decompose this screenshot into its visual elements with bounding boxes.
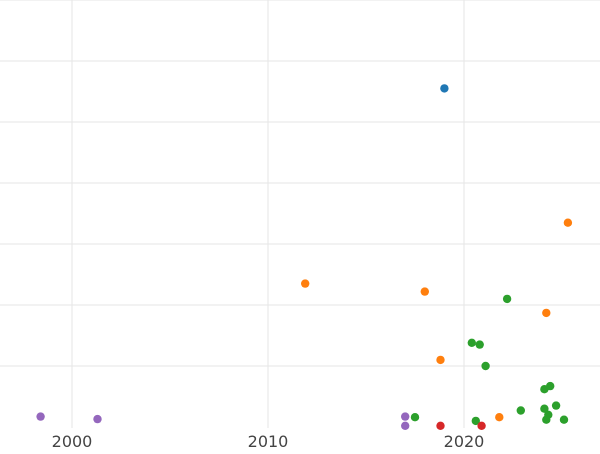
scatter-point (36, 412, 45, 421)
scatter-point (301, 279, 310, 288)
scatter-point (471, 416, 480, 426)
scatter-point (475, 340, 484, 349)
grid-layer (0, 0, 600, 428)
scatter-point (481, 361, 490, 371)
scatter-point (502, 294, 512, 304)
scatter-point (516, 406, 525, 415)
scatter-point (436, 355, 445, 365)
scatter-point (495, 413, 504, 422)
x-tick-label: 2000 (52, 432, 93, 450)
scatter-point (559, 415, 569, 424)
scatter-point (551, 401, 561, 410)
scatter-point (467, 338, 476, 347)
scatter-point (440, 84, 449, 93)
scatter-point (401, 412, 410, 421)
scatter-point (546, 381, 555, 391)
scatter-point (563, 218, 573, 227)
scatter-point (410, 413, 420, 422)
scatter-point (420, 287, 429, 296)
x-tick-label: 2020 (444, 432, 485, 450)
plot-background (0, 0, 600, 428)
x-tick-labels: 2000 2010 2020 (52, 432, 485, 451)
scatter-point (540, 404, 549, 413)
scatter-point (93, 414, 102, 424)
points-layer (36, 84, 573, 430)
scatter-point (542, 308, 551, 318)
scatter-point (401, 421, 410, 430)
scatter-point (542, 415, 551, 424)
x-tick-label: 2010 (248, 432, 289, 450)
scatter-point (477, 421, 486, 430)
scatter-point (436, 421, 445, 430)
